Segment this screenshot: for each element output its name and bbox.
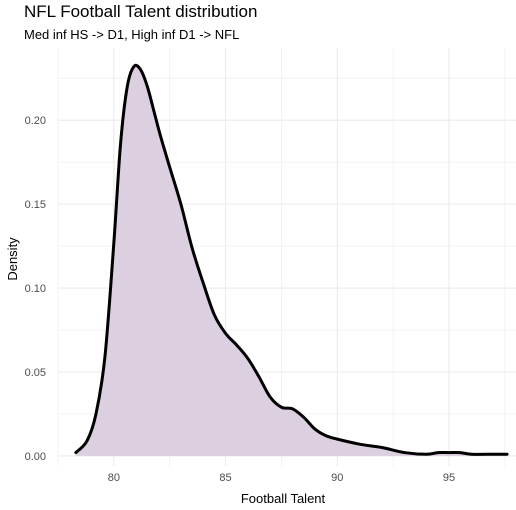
y-axis-title: Density (5, 237, 20, 281)
chart-title: NFL Football Talent distribution (24, 2, 258, 21)
density-area (75, 65, 508, 456)
x-tick-label: 80 (108, 472, 120, 484)
x-axis-title: Football Talent (241, 491, 326, 506)
x-tick-label: 85 (219, 472, 231, 484)
y-tick-label: 0.00 (25, 451, 46, 463)
x-axis-ticks: 80 85 90 95 (108, 472, 455, 484)
y-tick-label: 0.05 (25, 367, 46, 379)
density-line (74, 63, 509, 456)
y-tick-label: 0.10 (25, 283, 46, 295)
chart-subtitle: Med inf HS -> D1, High inf D1 -> NFL (24, 27, 240, 42)
x-tick-label: 90 (331, 472, 343, 484)
x-tick-label: 95 (443, 472, 455, 484)
y-tick-label: 0.20 (25, 115, 46, 127)
y-axis-ticks: 0.00 0.05 0.10 0.15 0.20 (25, 115, 46, 463)
y-tick-label: 0.15 (25, 199, 46, 211)
